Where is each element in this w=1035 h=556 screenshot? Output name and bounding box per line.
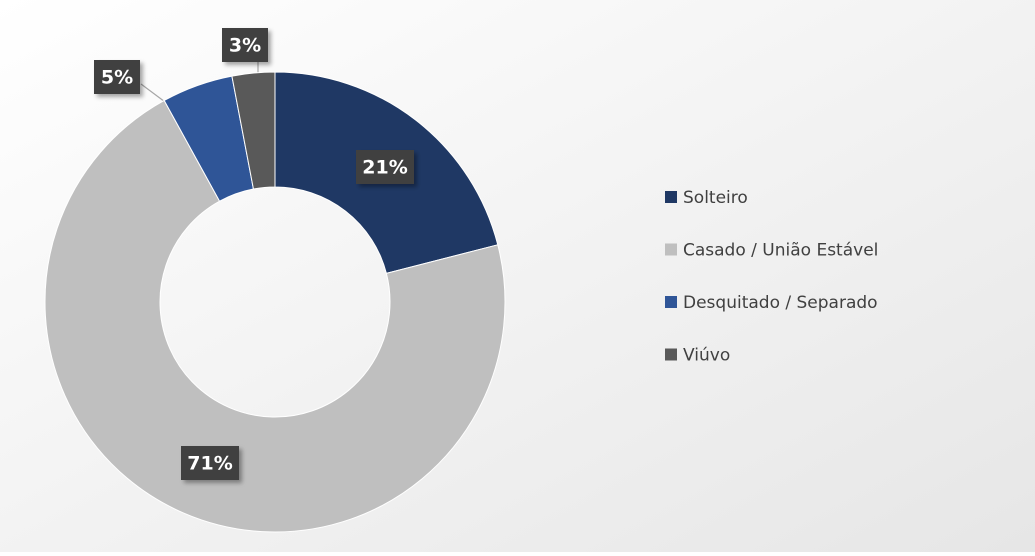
data-label-box — [181, 446, 239, 480]
legend-label: Solteiro — [683, 188, 748, 208]
data-label-box — [94, 60, 140, 94]
slice — [44, 99, 506, 533]
legend-label: Casado / União Estável — [683, 241, 878, 261]
legend-label: Desquitado / Separado — [683, 293, 878, 313]
legend-swatch — [665, 296, 677, 308]
data-label-box — [222, 28, 268, 62]
legend-label: Viúvo — [683, 346, 730, 366]
data-label: 71% — [187, 453, 232, 475]
data-label: 5% — [101, 67, 133, 89]
data-label: 3% — [229, 35, 261, 57]
legend-swatch — [665, 191, 677, 203]
data-label: 21% — [362, 157, 407, 179]
legend-swatch — [665, 243, 677, 256]
legend-swatch — [665, 348, 677, 361]
data-label-box — [356, 150, 414, 184]
slice — [231, 71, 276, 190]
